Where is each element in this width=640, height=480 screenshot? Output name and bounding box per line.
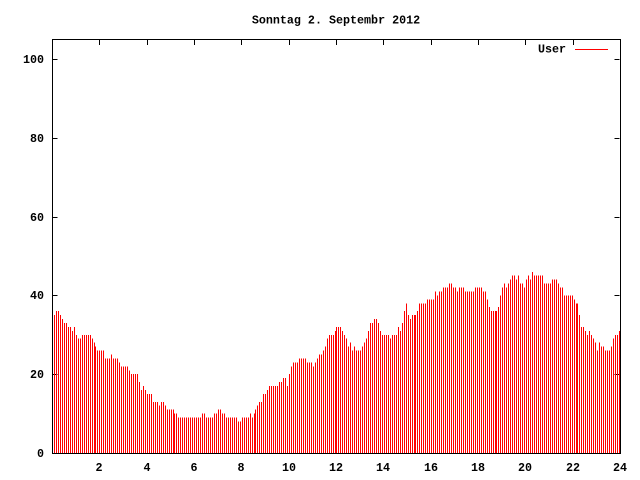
svg-text:20: 20 [30, 368, 44, 382]
svg-text:6: 6 [190, 461, 197, 475]
svg-text:User: User [538, 43, 566, 57]
svg-text:4: 4 [143, 461, 150, 475]
svg-text:20: 20 [518, 461, 532, 475]
svg-text:Sonntag 2. Septembr 2012: Sonntag 2. Septembr 2012 [252, 14, 420, 28]
svg-text:10: 10 [282, 461, 296, 475]
svg-text:8: 8 [237, 461, 244, 475]
svg-text:80: 80 [30, 132, 44, 146]
svg-text:22: 22 [566, 461, 580, 475]
svg-text:0: 0 [37, 447, 44, 461]
svg-text:40: 40 [30, 289, 44, 303]
svg-text:16: 16 [424, 461, 438, 475]
svg-text:24: 24 [613, 461, 627, 475]
svg-text:12: 12 [329, 461, 343, 475]
svg-text:100: 100 [23, 53, 44, 67]
svg-text:60: 60 [30, 211, 44, 225]
svg-text:18: 18 [471, 461, 485, 475]
svg-text:2: 2 [95, 461, 102, 475]
svg-text:14: 14 [376, 461, 390, 475]
